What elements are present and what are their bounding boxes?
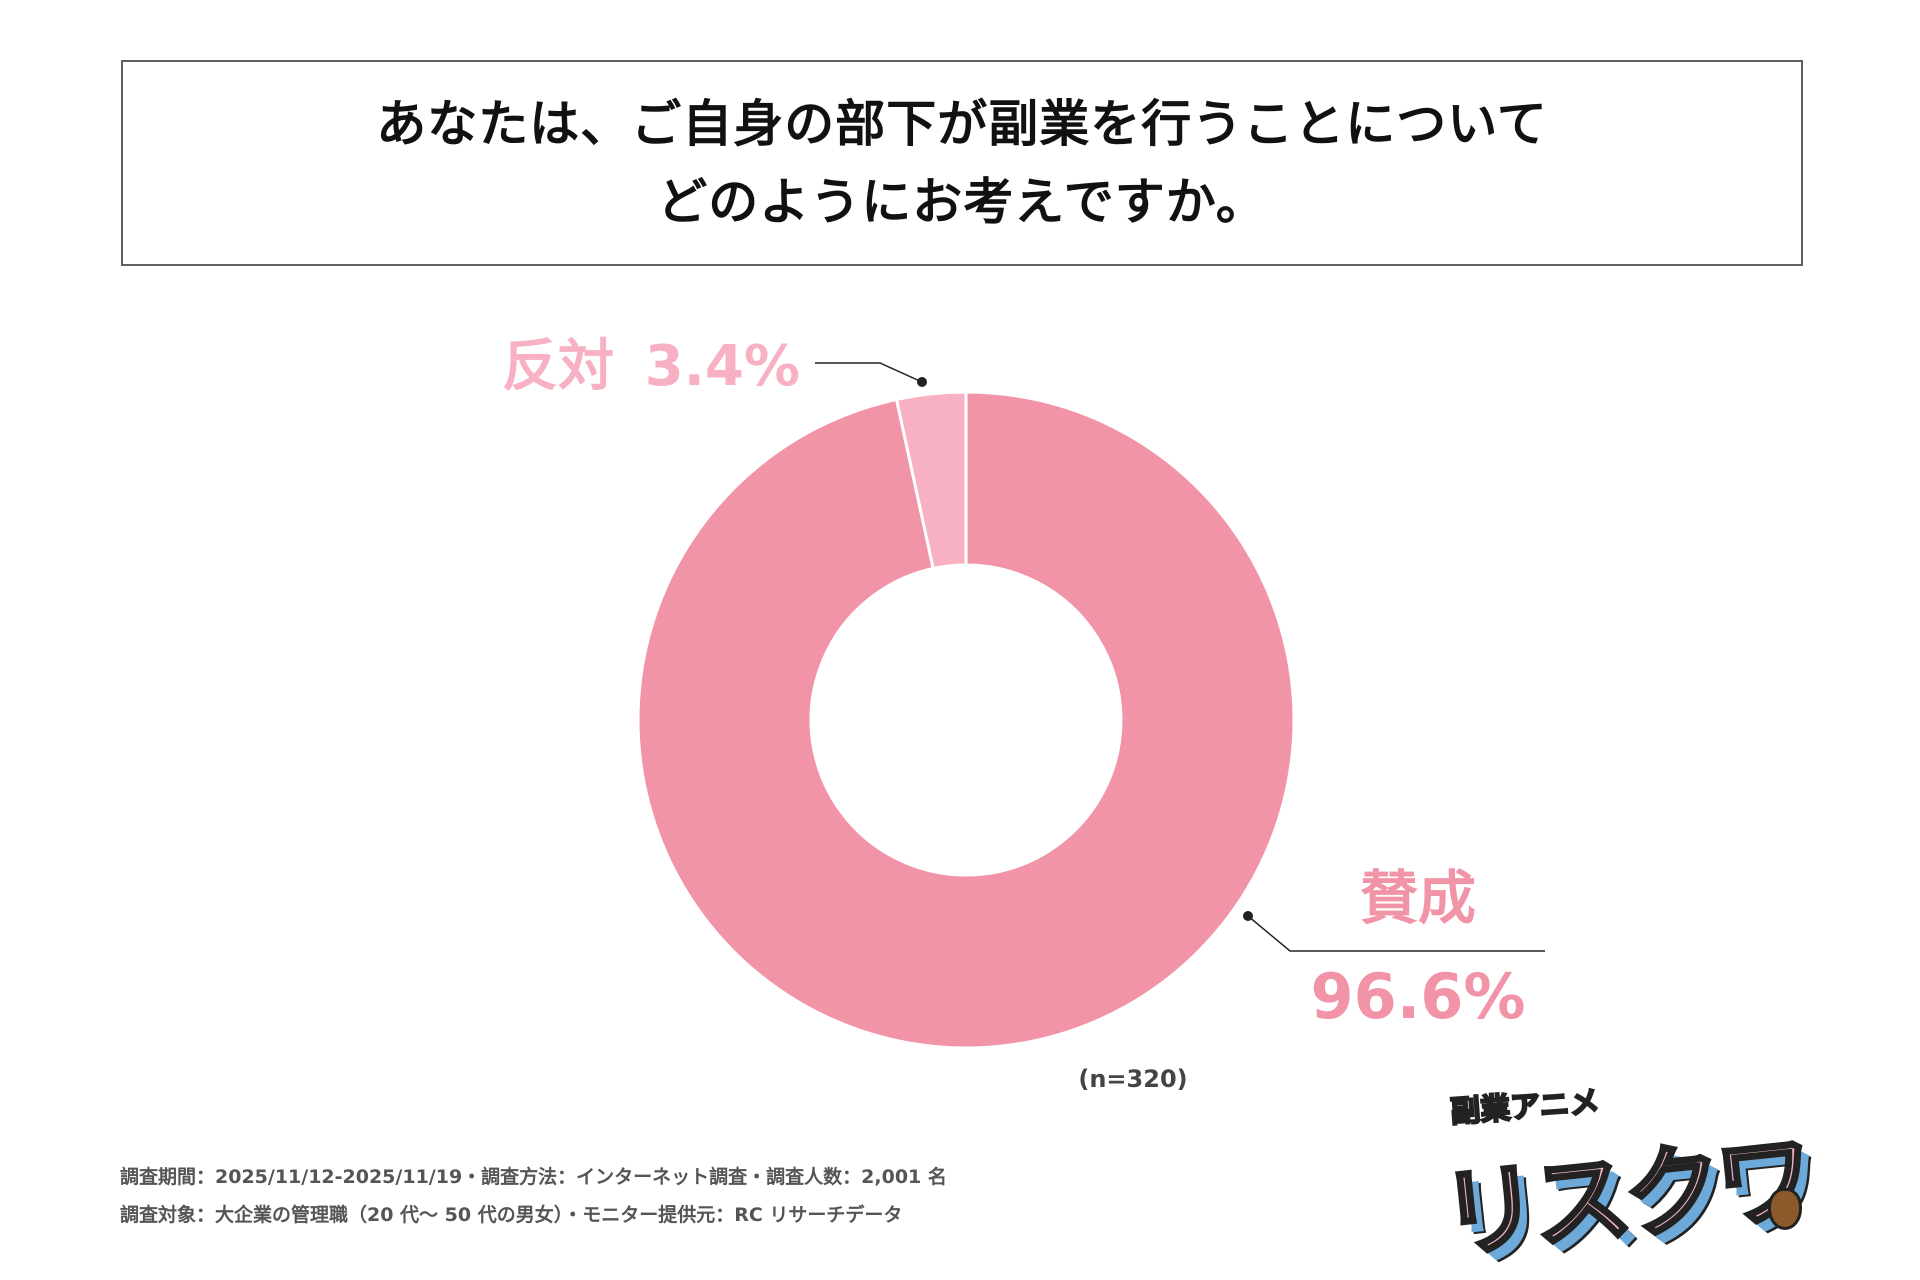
leader-line-minor	[815, 362, 923, 383]
title-box: あなたは、ご自身の部下が副業を行うことについて どのようにお考えですか。	[121, 60, 1803, 266]
sample-size-label: (n=320)	[1078, 1065, 1187, 1093]
category-label-major: 賛成	[1360, 864, 1476, 932]
donut-slice-0	[636, 390, 1296, 1050]
title-line-1: あなたは、ご自身の部下が副業を行うことについて	[376, 95, 1548, 153]
value-label-minor: 3.4%	[645, 334, 800, 399]
anime-logo: 副業アニメ リスクワ	[1434, 1070, 1820, 1276]
survey-period-note: 調査期間：2025/11/12-2025/11/19・調査方法：インターネット調…	[120, 1166, 947, 1188]
acorn-icon	[1768, 1188, 1802, 1230]
leader-line-major	[1247, 915, 1545, 952]
value-label-major: 96.6%	[1310, 960, 1525, 1033]
category-label-minor: 反対	[502, 334, 614, 399]
donut-chart: 賛成 96.6% 反対 3.4% (n=320)	[502, 334, 1545, 1093]
title-line-2: どのようにお考えですか。	[657, 173, 1267, 231]
survey-target-note: 調査対象：大企業の管理職（20 代〜 50 代の男女）・モニター提供元：RC リ…	[120, 1204, 903, 1226]
